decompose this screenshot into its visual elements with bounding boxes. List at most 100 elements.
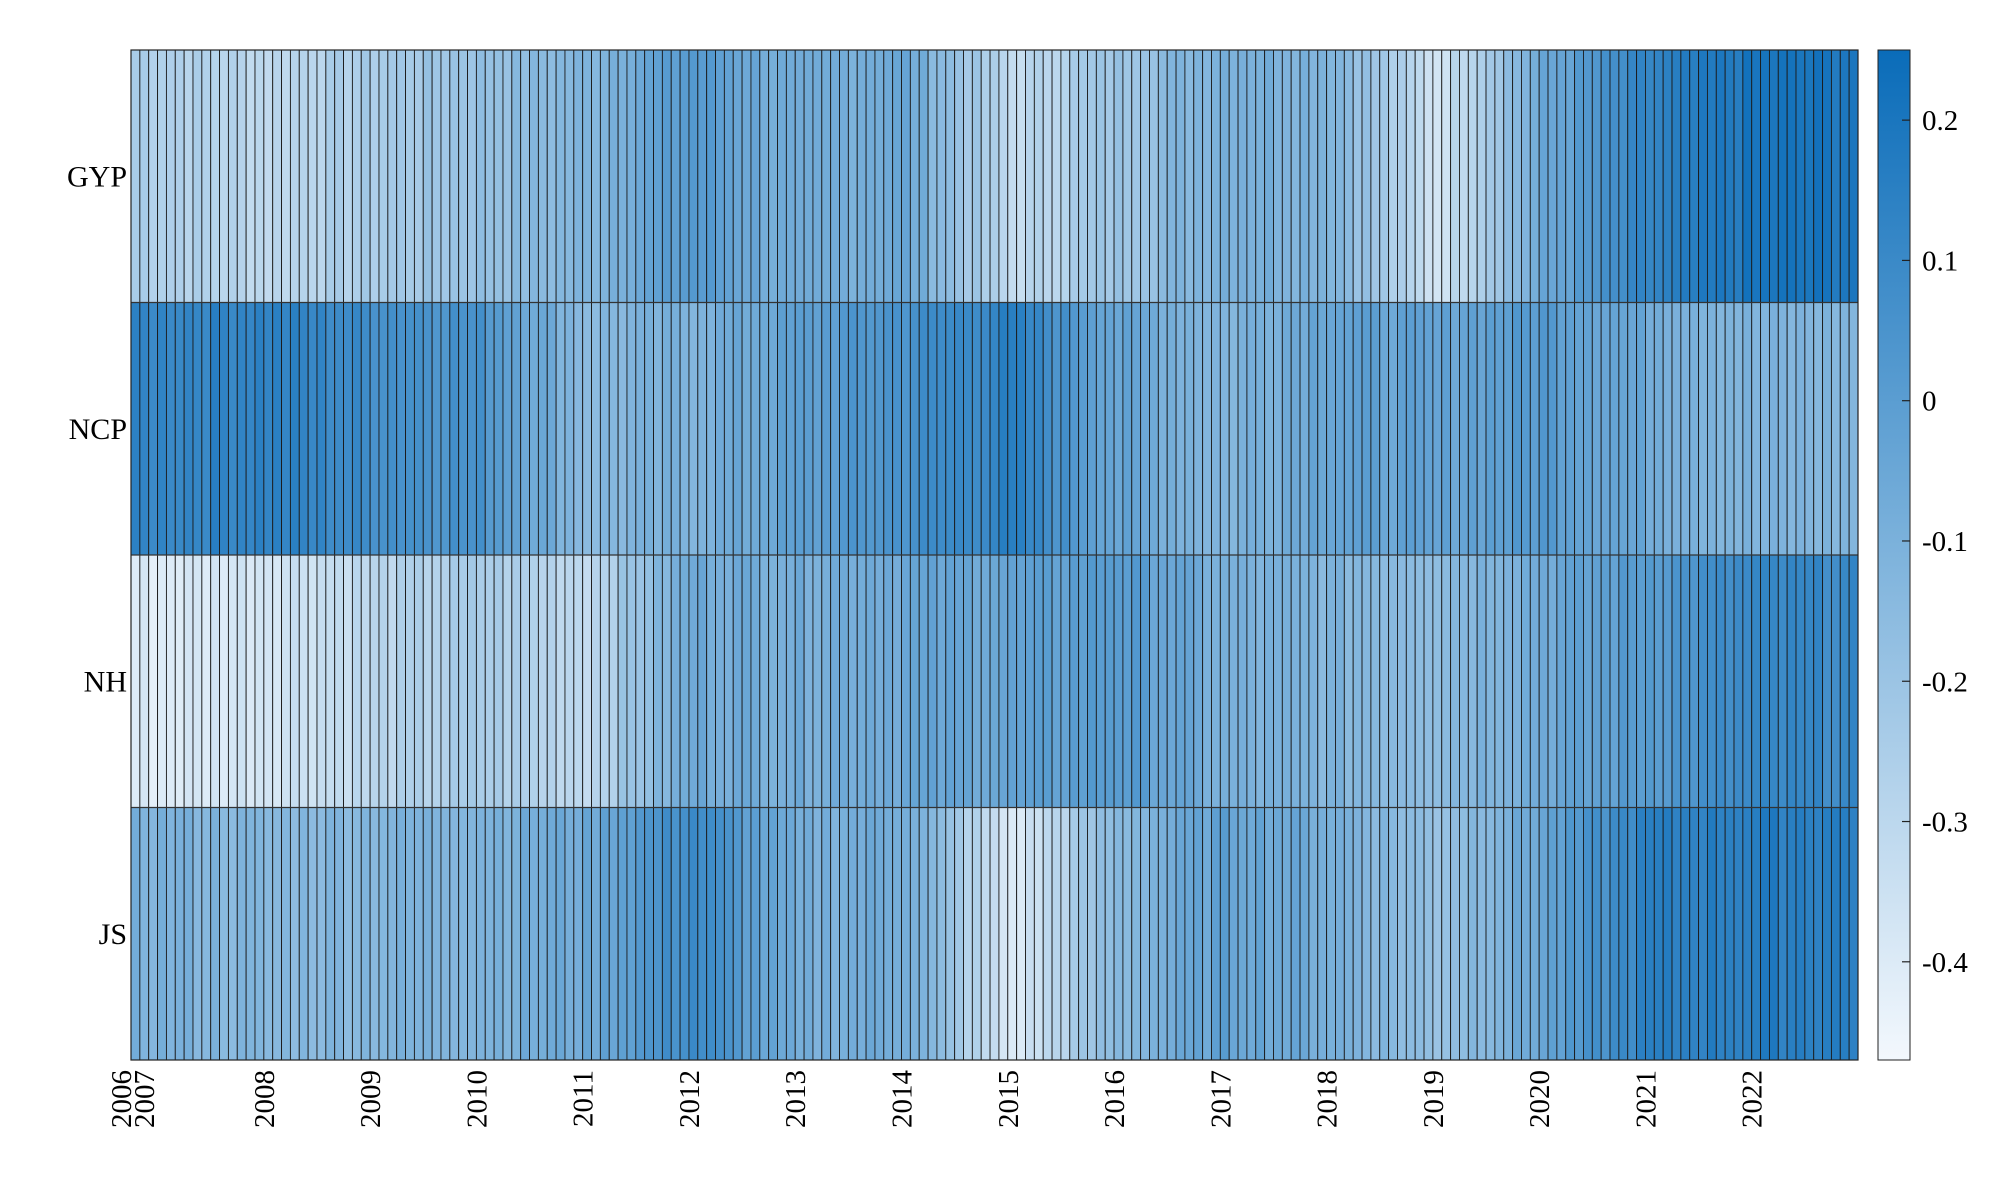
heatmap-cell	[440, 554, 451, 808]
heatmap-cell	[405, 554, 415, 808]
heatmap-cell	[1051, 49, 1062, 303]
heatmap-cell	[1689, 554, 1700, 808]
heatmap-cell	[1370, 807, 1381, 1061]
heatmap-cell	[892, 302, 902, 556]
heatmap-cell	[502, 302, 513, 556]
heatmap-cell	[1405, 807, 1416, 1061]
heatmap-cell	[219, 554, 229, 808]
heatmap-cell	[1467, 49, 1478, 303]
heatmap-cell	[759, 807, 770, 1061]
heatmap-cell	[1370, 554, 1381, 808]
heatmap-cell	[502, 49, 513, 303]
heatmap-cell	[1653, 554, 1664, 808]
heatmap-cell	[1441, 807, 1452, 1061]
year-label: 2020	[1524, 1070, 1556, 1128]
heatmap-cell	[688, 554, 699, 808]
heatmap-cell	[1166, 554, 1177, 808]
heatmap-cell	[1060, 302, 1071, 556]
heatmap-cell	[661, 302, 672, 556]
heatmap-cell	[564, 807, 575, 1061]
heatmap-cell	[989, 554, 1000, 808]
heatmap-cell	[918, 554, 929, 808]
heatmap-cell	[1565, 554, 1576, 808]
heatmap-cell	[582, 807, 592, 1061]
heatmap-cell	[1078, 49, 1088, 303]
heatmap-cell	[1246, 49, 1257, 303]
heatmap-cell	[883, 302, 894, 556]
heatmap-cell	[573, 302, 584, 556]
heatmap-cell	[1591, 302, 1602, 556]
heatmap-cell	[1591, 49, 1602, 303]
heatmap-cell	[1432, 807, 1443, 1061]
heatmap-cell	[1494, 302, 1505, 556]
heatmap-cell	[1777, 554, 1788, 808]
heatmap-cell	[1078, 302, 1088, 556]
row-separators	[131, 301, 1858, 809]
heatmap-cell	[281, 807, 291, 1061]
heatmap-cell	[1556, 302, 1567, 556]
heatmap-cell	[192, 807, 203, 1061]
heatmap-cell	[688, 302, 699, 556]
heatmap-cell	[449, 302, 460, 556]
heatmap-cell	[1476, 302, 1487, 556]
heatmap-cell	[1751, 302, 1762, 556]
heatmap-cell	[723, 554, 734, 808]
heatmap-cell	[484, 302, 495, 556]
heatmap-cell	[830, 302, 840, 556]
heatmap-cell	[1680, 807, 1691, 1061]
heatmap-cell	[1175, 807, 1186, 1061]
heatmap-cell	[1521, 302, 1531, 556]
heatmap-cell	[1733, 554, 1744, 808]
heatmap-cell	[1016, 302, 1026, 556]
heatmap-cell	[1087, 302, 1097, 556]
heatmap-cell	[936, 49, 947, 303]
heatmap-cell	[1777, 302, 1788, 556]
heatmap-cell	[263, 49, 274, 303]
heatmap-cell	[1627, 302, 1638, 556]
heatmap-cell	[1281, 302, 1292, 556]
heatmap-cell	[1343, 302, 1354, 556]
heatmap-cell	[1742, 554, 1753, 808]
heatmap-cell	[1538, 807, 1549, 1061]
heatmap-cell	[1140, 807, 1150, 1061]
heatmap-cell	[467, 807, 477, 1061]
heatmap-cell	[883, 807, 894, 1061]
heatmap-cell	[502, 554, 513, 808]
heatmap-cell	[1839, 807, 1850, 1061]
heatmap-cell	[945, 302, 956, 556]
heatmap-cell	[1379, 807, 1390, 1061]
heatmap-cell	[1104, 49, 1115, 303]
heatmap-cell	[989, 302, 1000, 556]
heatmap-cell	[741, 554, 752, 808]
heatmap-cell	[1689, 302, 1700, 556]
heatmap-cell	[325, 807, 336, 1061]
heatmap-cell	[874, 554, 885, 808]
heatmap-cell	[1042, 554, 1053, 808]
heatmap-cell	[998, 302, 1009, 556]
heatmap-cell	[927, 554, 938, 808]
heatmap-cell	[573, 49, 584, 303]
heatmap-cell	[529, 302, 539, 556]
heatmap-cell	[405, 807, 415, 1061]
heatmap-cell	[1830, 302, 1841, 556]
heatmap-cell	[794, 49, 805, 303]
heatmap-cell	[1547, 49, 1558, 303]
heatmap-cell	[449, 807, 460, 1061]
heatmap-cell	[1459, 302, 1469, 556]
heatmap-cell	[1149, 49, 1159, 303]
heatmap-cell	[1025, 49, 1035, 303]
heatmap-cell	[1299, 49, 1310, 303]
heatmap-cell	[201, 49, 212, 303]
heatmap-cell	[1432, 302, 1443, 556]
heatmap-cell	[1839, 554, 1850, 808]
heatmap-cell	[1600, 554, 1611, 808]
heatmap-cell	[475, 49, 486, 303]
heatmap-cell	[1149, 807, 1159, 1061]
heatmap-cell	[785, 302, 796, 556]
heatmap-cell	[1033, 807, 1044, 1061]
heatmap-cell	[679, 554, 690, 808]
heatmap-cell	[1733, 49, 1744, 303]
heatmap-cell	[1237, 302, 1248, 556]
heatmap-cell	[1795, 49, 1806, 303]
heatmap-cell	[1414, 807, 1425, 1061]
